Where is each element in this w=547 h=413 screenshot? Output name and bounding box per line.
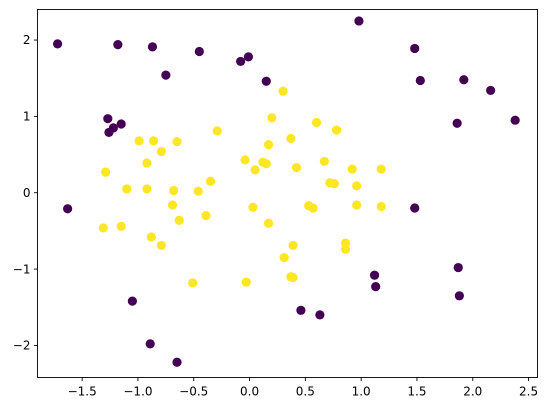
- x-tick-label: 2.5: [519, 385, 538, 399]
- y-tick-label: −1: [13, 262, 31, 276]
- scatter-point: [188, 278, 198, 288]
- scatter-point: [510, 115, 520, 125]
- scatter-point: [147, 42, 158, 52]
- scatter-point: [236, 56, 246, 67]
- scatter-point: [319, 156, 329, 167]
- scatter-point: [193, 186, 203, 196]
- x-tick-label: 1.0: [352, 385, 371, 399]
- scatter-point: [261, 159, 271, 169]
- scatter-point: [98, 223, 108, 233]
- scatter-point: [212, 126, 222, 136]
- scatter-point: [352, 200, 362, 210]
- x-tick-label: 0.5: [296, 385, 315, 399]
- scatter-point: [156, 240, 166, 251]
- scatter-point: [148, 136, 159, 146]
- scatter-point: [308, 203, 318, 213]
- scatter-point: [263, 218, 274, 228]
- scatter-point: [116, 221, 126, 231]
- scatter-point: [142, 158, 152, 168]
- plot-frame: [37, 9, 538, 378]
- scatter-point: [369, 270, 380, 280]
- scatter-point: [286, 133, 296, 144]
- scatter-point: [288, 272, 298, 283]
- scatter-point: [311, 117, 322, 128]
- scatter-point: [352, 181, 362, 191]
- scatter-point: [113, 40, 123, 50]
- scatter-point: [169, 185, 179, 196]
- scatter-point: [332, 125, 342, 135]
- scatter-point: [459, 75, 469, 85]
- scatter-point: [415, 75, 425, 86]
- scatter-point: [161, 70, 171, 80]
- scatter-point: [103, 114, 113, 124]
- points-layer: [52, 16, 520, 367]
- scatter-point: [146, 232, 156, 242]
- scatter-point: [263, 140, 274, 150]
- scatter-point: [100, 167, 111, 177]
- scatter-point: [410, 43, 420, 54]
- scatter-point: [194, 46, 204, 57]
- scatter-point: [452, 118, 462, 128]
- y-tick-label: 2: [23, 33, 31, 47]
- scatter-point: [145, 339, 155, 349]
- scatter-point: [329, 178, 339, 189]
- scatter-point: [201, 211, 211, 221]
- scatter-point: [376, 164, 386, 174]
- scatter-point: [240, 155, 250, 165]
- scatter-point: [267, 113, 277, 123]
- scatter-point: [205, 176, 216, 186]
- scatter-point: [279, 253, 289, 263]
- scatter-point: [376, 201, 386, 212]
- scatter-point: [250, 165, 260, 175]
- scatter-point: [122, 184, 132, 194]
- x-tick-label: −1.5: [68, 385, 97, 399]
- plot-background: [37, 9, 538, 378]
- scatter-point: [174, 215, 184, 225]
- x-tick-label: −0.5: [179, 385, 208, 399]
- scatter-point: [248, 202, 258, 212]
- x-tick-label: 0.0: [240, 385, 259, 399]
- y-tick-label: 1: [23, 110, 31, 124]
- scatter-point: [63, 204, 73, 214]
- scatter-point: [347, 164, 357, 174]
- scatter-point: [134, 136, 144, 146]
- axes: −1.5 −1.0 −0.5 0.0 0.5 1.0 1.5 2.0 2.5 −2 −1 0 1 2: [13, 9, 538, 399]
- scatter-point: [172, 357, 182, 367]
- scatter-point: [486, 85, 496, 96]
- scatter-point: [354, 16, 364, 26]
- scatter-point: [167, 200, 178, 210]
- scatter-point: [296, 305, 306, 315]
- scatter-point: [142, 184, 152, 194]
- scatter-point: [315, 310, 325, 320]
- scatter-point: [243, 52, 254, 62]
- scatter-point: [340, 244, 351, 254]
- scatter-point: [52, 39, 63, 49]
- y-tick-label: −2: [13, 339, 31, 353]
- scatter-point: [454, 291, 464, 301]
- scatter-point: [453, 262, 463, 273]
- scatter-point: [127, 296, 137, 306]
- x-tick-label: 1.5: [407, 385, 426, 399]
- scatter-point: [172, 136, 182, 147]
- scatter-point: [291, 162, 302, 173]
- scatter-point: [241, 277, 251, 287]
- x-tick-label: 2.0: [463, 385, 482, 399]
- scatter-point: [371, 282, 381, 292]
- scatter-point: [261, 76, 271, 86]
- x-tick-label: −1.0: [123, 385, 152, 399]
- scatter-point: [108, 123, 118, 133]
- scatter-point: [278, 86, 288, 96]
- scatter-point: [410, 203, 420, 213]
- scatter-point: [288, 240, 298, 251]
- scatter-point: [156, 146, 166, 157]
- scatter-point: [116, 119, 126, 129]
- y-tick-label: 0: [23, 186, 31, 200]
